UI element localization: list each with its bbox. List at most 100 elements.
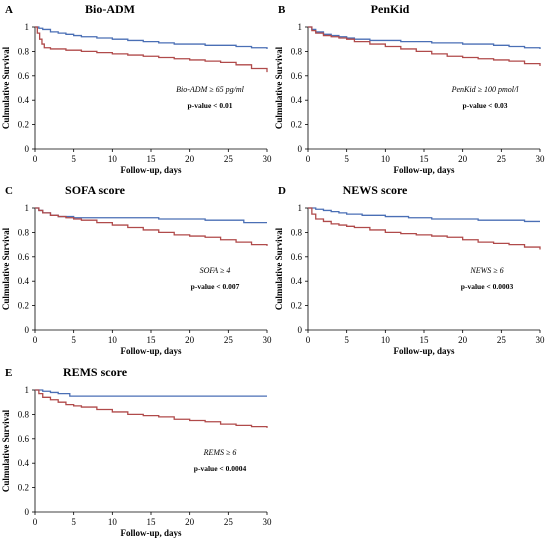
y-tick-label: 0.4 — [291, 95, 303, 105]
chart-title: NEWS score — [343, 183, 408, 197]
y-axis-label: Culmulative Survival — [274, 46, 284, 129]
y-tick-label: 0.4 — [18, 95, 30, 105]
x-axis-label: Follow-up, days — [393, 346, 455, 356]
y-tick-label: 0.6 — [291, 71, 303, 81]
cutoff-annotation: Bio-ADM ≥ 65 pg/ml — [176, 85, 244, 94]
y-tick-label: 0.4 — [18, 276, 30, 286]
y-tick-label: 0 — [25, 507, 30, 517]
y-axis-label: Culmulative Survival — [274, 227, 284, 310]
y-tick-label: 0.8 — [291, 227, 303, 237]
panel-letter: C — [5, 185, 13, 197]
x-tick-label: 10 — [381, 154, 391, 164]
x-tick-label: 30 — [536, 335, 546, 345]
x-tick-label: 0 — [33, 154, 38, 164]
x-tick-label: 15 — [147, 335, 157, 345]
y-tick-label: 0.6 — [18, 434, 30, 444]
survival-curve-below-cutoff — [308, 207, 540, 223]
x-tick-label: 25 — [224, 517, 234, 527]
panel-letter: B — [278, 4, 286, 16]
p-value-annotation: p-value < 0.0004 — [194, 464, 247, 473]
survival-curve-above-cutoff — [35, 207, 268, 246]
x-tick-label: 20 — [458, 154, 468, 164]
y-tick-label: 1 — [25, 203, 30, 213]
x-tick-label: 15 — [147, 517, 157, 527]
x-tick-label: 5 — [71, 517, 76, 527]
survival-curve-below-cutoff — [35, 389, 267, 397]
x-tick-label: 30 — [263, 154, 273, 164]
x-tick-label: 0 — [33, 517, 38, 527]
y-tick-label: 0.4 — [18, 458, 30, 468]
x-tick-label: 0 — [306, 154, 311, 164]
x-tick-label: 20 — [185, 517, 195, 527]
chart-title: REMS score — [63, 365, 128, 379]
x-tick-label: 5 — [71, 154, 76, 164]
x-tick-label: 10 — [108, 154, 118, 164]
x-tick-label: 25 — [224, 154, 234, 164]
y-tick-label: 1 — [25, 385, 30, 395]
survival-curve-above-cutoff — [308, 26, 541, 67]
x-tick-label: 25 — [497, 335, 507, 345]
survival-curve-above-cutoff — [308, 207, 541, 250]
y-tick-label: 0 — [298, 325, 303, 335]
y-tick-label: 0.2 — [291, 301, 302, 311]
cutoff-annotation: PenKid ≥ 100 pmol/l — [451, 85, 520, 94]
y-tick-label: 0.6 — [291, 252, 303, 262]
survival-curve-above-cutoff — [35, 26, 268, 73]
y-tick-label: 0 — [25, 325, 30, 335]
chart-title: SOFA score — [65, 183, 126, 197]
y-axis-label: Culmulative Survival — [1, 46, 11, 129]
x-axis-label: Follow-up, days — [120, 165, 182, 175]
x-tick-label: 30 — [263, 335, 273, 345]
cutoff-annotation: REMS ≥ 6 — [203, 448, 237, 457]
p-value-annotation: p-value < 0.01 — [188, 101, 233, 110]
y-tick-label: 0.2 — [18, 120, 29, 130]
y-tick-label: 0.2 — [291, 120, 302, 130]
x-tick-label: 15 — [420, 154, 430, 164]
y-tick-label: 1 — [298, 203, 303, 213]
panel-letter: D — [278, 185, 286, 197]
x-tick-label: 20 — [185, 154, 195, 164]
chart-title: PenKid — [371, 2, 410, 16]
x-axis-label: Follow-up, days — [120, 346, 182, 356]
p-value-annotation: p-value < 0.007 — [191, 282, 240, 291]
cutoff-annotation: NEWS ≥ 6 — [469, 266, 503, 275]
x-tick-label: 10 — [108, 335, 118, 345]
y-tick-label: 0.6 — [18, 252, 30, 262]
x-tick-label: 5 — [344, 335, 349, 345]
y-tick-label: 1 — [298, 22, 303, 32]
survival-curve-below-cutoff — [35, 26, 268, 49]
y-axis-label: Culmulative Survival — [1, 227, 11, 310]
y-tick-label: 0.2 — [18, 301, 29, 311]
x-tick-label: 20 — [185, 335, 195, 345]
y-tick-label: 0 — [25, 144, 30, 154]
x-tick-label: 5 — [344, 154, 349, 164]
x-tick-label: 0 — [306, 335, 311, 345]
x-axis-label: Follow-up, days — [120, 528, 182, 538]
y-tick-label: 0 — [298, 144, 303, 154]
y-tick-label: 0.4 — [291, 276, 303, 286]
survival-curve-above-cutoff — [35, 389, 268, 428]
y-tick-label: 0.8 — [18, 227, 30, 237]
cutoff-annotation: SOFA ≥ 4 — [200, 266, 231, 275]
y-axis-label: Culmulative Survival — [1, 409, 11, 492]
y-tick-label: 0.2 — [18, 483, 29, 493]
x-tick-label: 10 — [381, 335, 391, 345]
x-tick-label: 5 — [71, 335, 76, 345]
survival-curve-below-cutoff — [35, 207, 267, 224]
y-tick-label: 0.8 — [291, 46, 303, 56]
x-axis-label: Follow-up, days — [393, 165, 455, 175]
x-tick-label: 25 — [497, 154, 507, 164]
y-tick-label: 0.8 — [18, 46, 30, 56]
y-tick-label: 0.8 — [18, 409, 30, 419]
panel-letter: A — [5, 4, 13, 16]
x-tick-label: 15 — [420, 335, 430, 345]
p-value-annotation: p-value < 0.03 — [463, 101, 508, 110]
x-tick-label: 30 — [536, 154, 546, 164]
x-tick-label: 30 — [263, 517, 273, 527]
y-tick-label: 0.6 — [18, 71, 30, 81]
